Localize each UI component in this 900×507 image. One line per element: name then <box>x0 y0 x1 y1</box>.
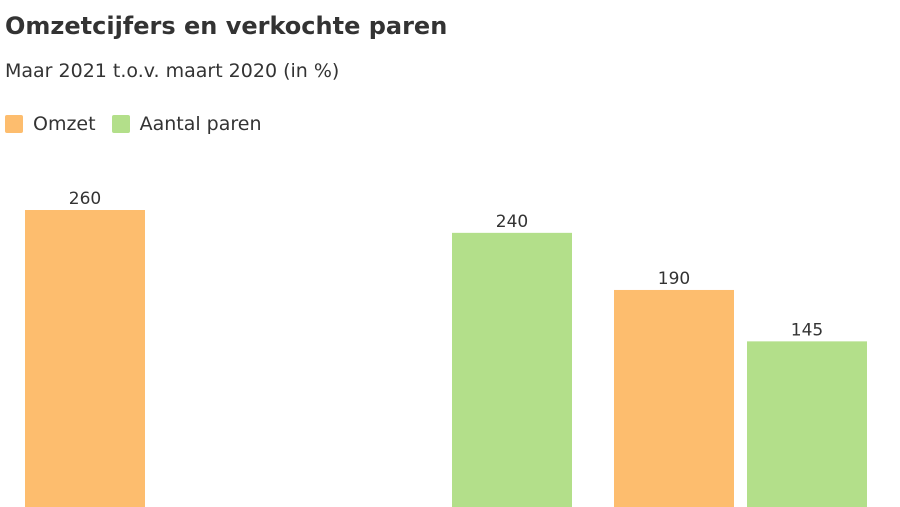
bar-aantal-paren-4 <box>747 341 867 507</box>
legend-item-aantal-paren: Aantal paren <box>111 113 262 135</box>
bar-value-label-3: 190 <box>658 269 690 289</box>
bar-omzet-0 <box>25 210 145 507</box>
legend: Omzet Aantal paren <box>5 113 278 135</box>
bar-value-label-0: 260 <box>69 189 101 209</box>
legend-swatch-aantal-paren <box>111 115 130 133</box>
bar-aantal-paren-2 <box>452 232 572 507</box>
legend-label-aantal-paren: Aantal paren <box>139 113 262 135</box>
chart-subtitle: Maar 2021 t.o.v. maart 2020 (in %) <box>5 60 340 82</box>
legend-swatch-omzet <box>5 115 23 133</box>
bar-value-label-2: 240 <box>496 212 528 232</box>
chart-title: Omzetcijfers en verkochte paren <box>5 12 448 40</box>
legend-label-omzet: Omzet <box>33 113 96 135</box>
bar-value-label-4: 145 <box>791 320 823 340</box>
bar-omzet-3 <box>614 289 734 507</box>
legend-item-omzet: Omzet <box>5 113 96 135</box>
